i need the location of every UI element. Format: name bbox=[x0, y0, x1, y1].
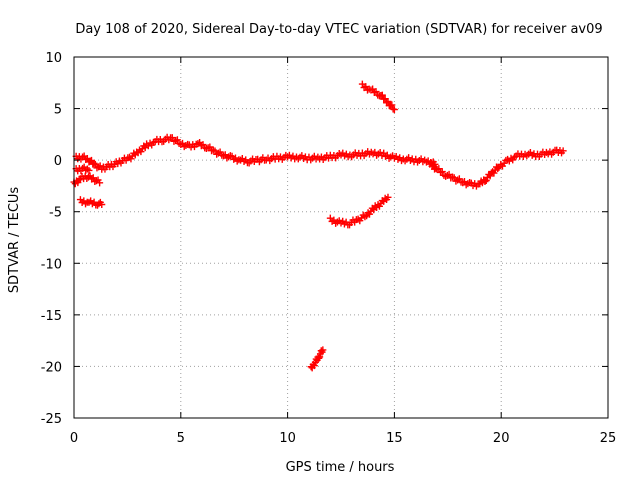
data-marks bbox=[70, 80, 567, 372]
y-tick-label: 5 bbox=[54, 103, 62, 118]
axis-ticks: 0 5 10 15 20 25 10 5 0 -5 -10 -15 -20 -25 bbox=[41, 51, 617, 446]
data-point bbox=[83, 165, 91, 173]
data-point bbox=[317, 347, 325, 355]
data-point bbox=[173, 136, 181, 144]
data-point bbox=[494, 164, 502, 172]
data-point bbox=[384, 193, 392, 201]
data-point bbox=[482, 177, 490, 185]
x-axis-label: GPS time / hours bbox=[286, 460, 395, 475]
data-point bbox=[91, 178, 99, 186]
data-point bbox=[486, 172, 494, 180]
x-tick-label: 20 bbox=[493, 431, 510, 446]
data-point bbox=[384, 97, 392, 105]
series-arc-main bbox=[72, 133, 439, 173]
series-arc-c bbox=[76, 196, 106, 209]
x-tick-label: 5 bbox=[177, 431, 185, 446]
data-point bbox=[96, 179, 104, 187]
y-tick-label: -5 bbox=[49, 206, 62, 221]
series-arc-a bbox=[70, 172, 104, 188]
x-tick-label: 10 bbox=[279, 431, 296, 446]
y-tick-label: -20 bbox=[41, 360, 62, 375]
x-tick-label: 25 bbox=[600, 431, 617, 446]
data-point bbox=[378, 91, 386, 99]
data-point bbox=[310, 362, 318, 370]
data-point bbox=[85, 166, 93, 174]
data-point bbox=[316, 353, 324, 361]
series-arc-up bbox=[358, 80, 398, 114]
series-arc-dip bbox=[427, 146, 567, 190]
data-point bbox=[388, 101, 396, 109]
y-tick-label: -10 bbox=[41, 257, 62, 272]
data-point bbox=[372, 88, 380, 96]
data-point bbox=[481, 178, 489, 186]
y-tick-label: -15 bbox=[41, 309, 62, 324]
data-point bbox=[559, 147, 567, 155]
y-tick-label: 0 bbox=[54, 154, 62, 169]
y-tick-label: -25 bbox=[41, 412, 62, 427]
data-point bbox=[90, 159, 98, 167]
data-point bbox=[98, 200, 106, 208]
data-point bbox=[315, 354, 323, 362]
x-tick-label: 0 bbox=[70, 431, 78, 446]
plot-frame bbox=[73, 56, 609, 419]
chart-title: Day 108 of 2020, Sidereal Day-to-day VTE… bbox=[75, 22, 602, 37]
data-point bbox=[319, 346, 327, 354]
y-axis-label: SDTVAR / TECUs bbox=[7, 187, 22, 294]
x-tick-label: 15 bbox=[386, 431, 403, 446]
grid bbox=[74, 57, 608, 418]
data-point bbox=[96, 162, 104, 170]
series-arc-deep bbox=[307, 346, 327, 372]
data-point bbox=[390, 106, 398, 114]
series-arc-low bbox=[326, 193, 392, 229]
series-arc-b bbox=[72, 163, 93, 175]
data-point bbox=[490, 169, 498, 177]
y-tick-label: 10 bbox=[45, 51, 62, 66]
data-point bbox=[438, 168, 446, 176]
